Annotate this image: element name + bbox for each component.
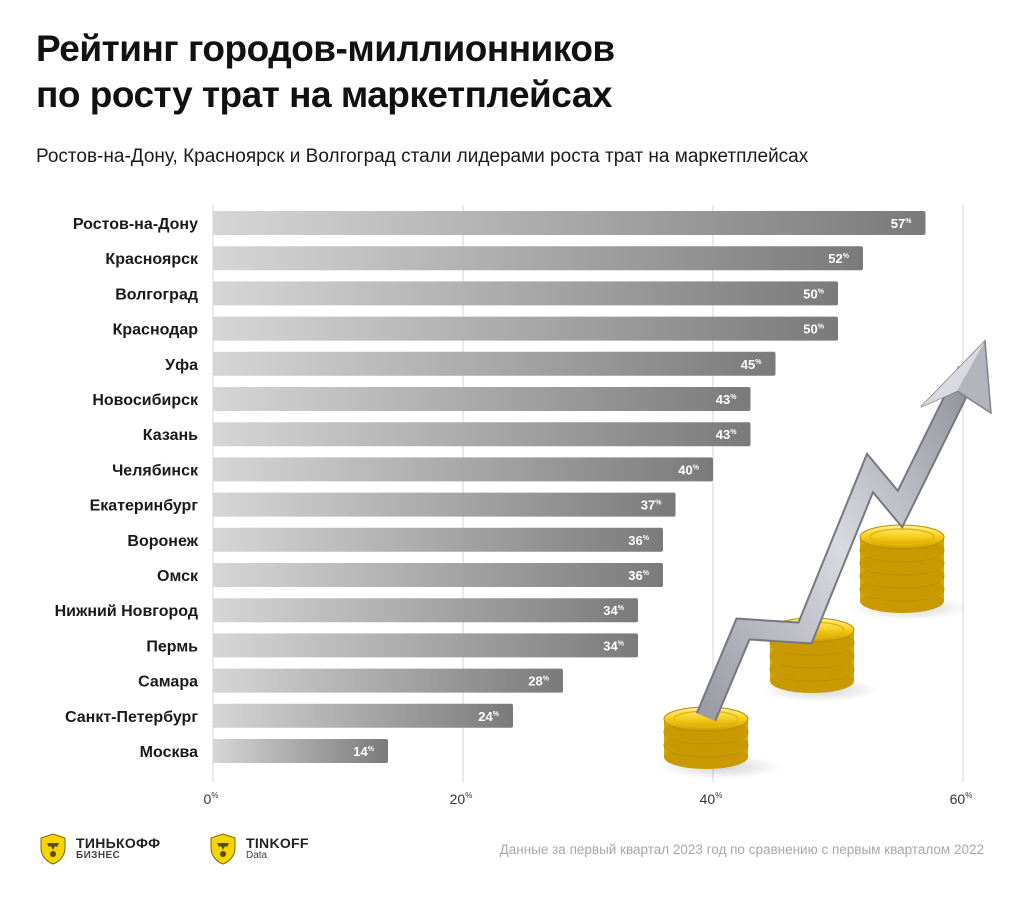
- bar-chart: Ростов-на-Дону 57%Красноярск 52%Волгоград 5…: [55, 205, 992, 807]
- chart-title: Рейтинг городов-миллионников по росту тр…: [36, 26, 936, 118]
- bar: [213, 211, 926, 235]
- data-source-note: Данные за первый квартал 2023 год по сра…: [499, 842, 984, 857]
- bar: [213, 668, 563, 693]
- tinkoff-data-logo: TINKOFF Data: [206, 832, 309, 866]
- category-label: Нижний Новгород: [55, 603, 198, 620]
- bar: [213, 492, 676, 517]
- bar: [213, 563, 663, 587]
- title-line-2: по росту трат на маркетплейсах: [36, 74, 613, 115]
- chart-subtitle: Ростов-на-Дону, Красноярск и Волгоград с…: [36, 146, 809, 167]
- coin-stack-icon: [663, 706, 749, 769]
- bar: [213, 422, 751, 447]
- logo-brand-text: ТИНЬКОФФ: [76, 835, 161, 852]
- bar: [213, 281, 838, 306]
- x-tick-label: 20%: [450, 791, 473, 807]
- x-tick-label: 40%: [700, 791, 723, 807]
- bar: [213, 246, 863, 271]
- category-label: Новосибирск: [92, 392, 199, 409]
- coat-of-arms-icon: [210, 833, 236, 865]
- category-label: Самара: [138, 674, 198, 691]
- bar: [213, 598, 638, 623]
- category-label: Москва: [140, 744, 198, 761]
- category-label: Пермь: [146, 638, 198, 655]
- bar: [213, 633, 638, 658]
- x-axis: 0% 20% 40% 60%: [204, 791, 973, 807]
- tinkoff-business-logo: ТИНЬКОФФ БИЗНЕС: [36, 832, 160, 866]
- category-label: Казань: [143, 427, 198, 444]
- bar: [213, 316, 838, 341]
- logo-brand-text: TINKOFF: [246, 835, 309, 852]
- coat-of-arms-icon: [40, 833, 66, 865]
- category-label: Волгоград: [115, 286, 198, 303]
- bar: [213, 457, 713, 482]
- coin-stack-icon: [859, 524, 945, 613]
- category-label: Санкт-Петербург: [65, 709, 198, 726]
- category-label: Челябинск: [112, 462, 199, 479]
- category-label: Екатеринбург: [90, 498, 199, 515]
- bar: [213, 351, 776, 376]
- bar: [213, 387, 751, 411]
- growth-arrow-icon: [695, 339, 992, 722]
- category-label: Омск: [157, 568, 199, 585]
- logo-sub-text: Data: [246, 850, 268, 862]
- category-label: Краснодар: [113, 322, 199, 339]
- x-tick-label: 0%: [204, 791, 219, 807]
- category-label: Воронеж: [127, 533, 198, 550]
- growth-illustration: [658, 339, 992, 779]
- bars: Ростов-на-Дону 57%Красноярск 52%Волгоград 5…: [55, 211, 926, 763]
- x-tick-label: 60%: [950, 791, 973, 807]
- title-line-1: Рейтинг городов-миллионников: [36, 28, 615, 69]
- logo-sub-text: БИЗНЕС: [76, 850, 121, 862]
- bar: [213, 527, 663, 552]
- category-label: Уфа: [165, 357, 198, 374]
- category-label: Красноярск: [105, 251, 199, 268]
- category-label: Ростов-на-Дону: [73, 216, 198, 233]
- bar: [213, 703, 513, 728]
- bar: [213, 739, 388, 763]
